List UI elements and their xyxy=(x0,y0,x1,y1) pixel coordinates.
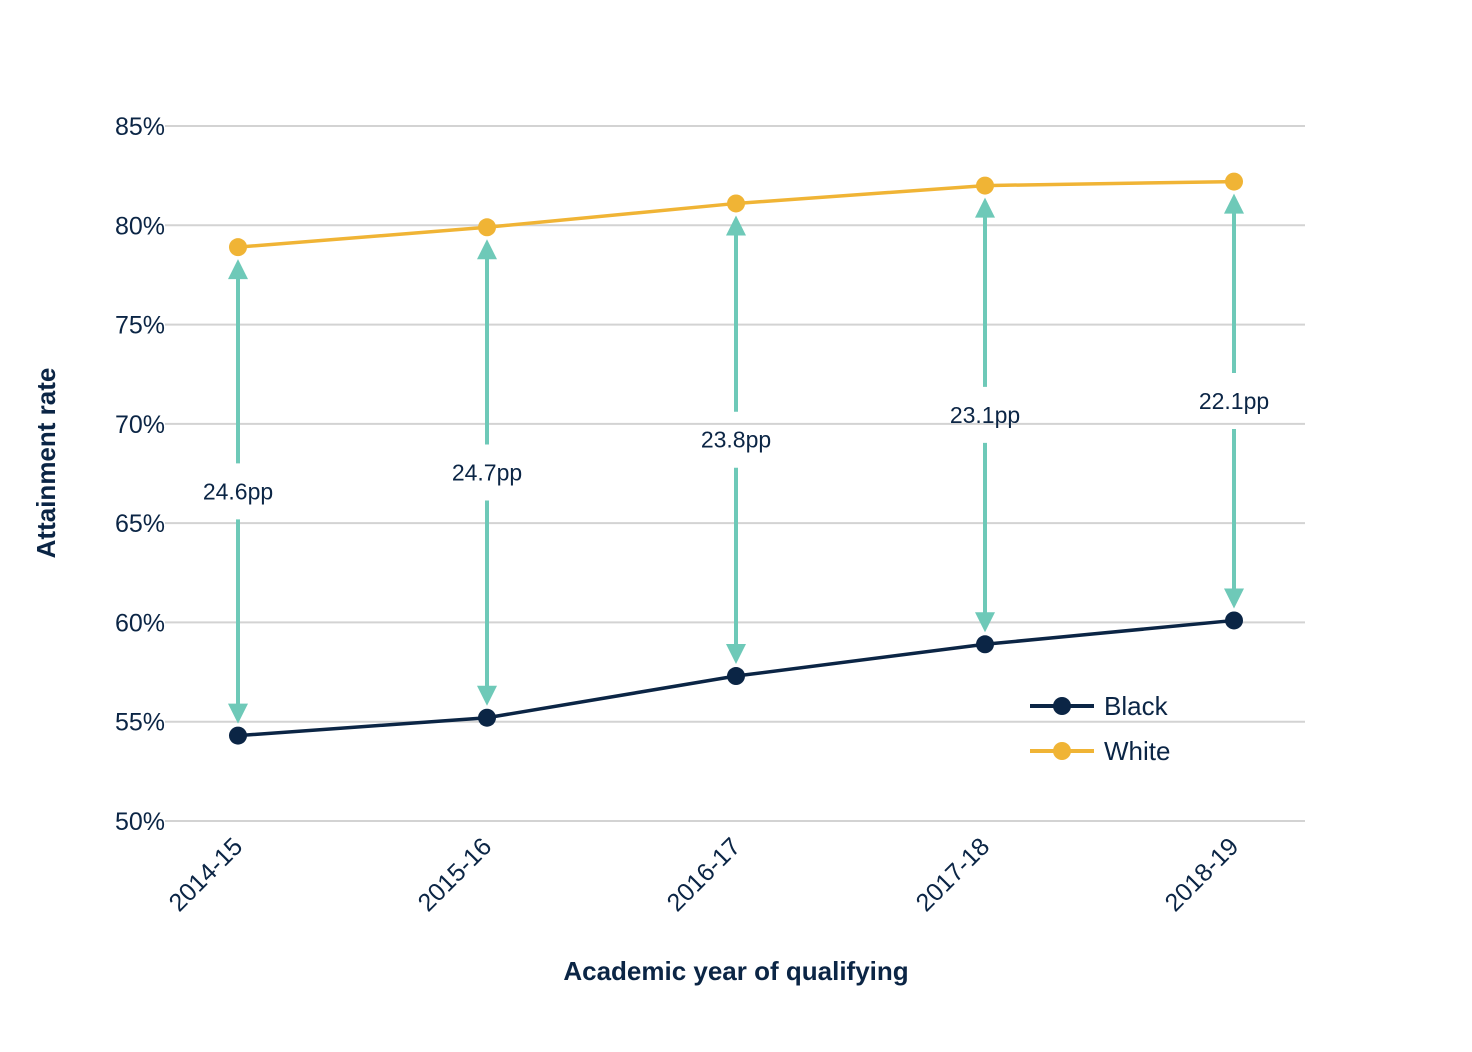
gap-arrowhead-down xyxy=(726,644,746,665)
gap-arrowhead-up xyxy=(726,215,746,236)
data-point-black xyxy=(229,726,247,745)
gap-label: 22.1pp xyxy=(1199,388,1269,414)
data-point-black xyxy=(1225,611,1243,630)
gap-label: 23.8pp xyxy=(701,427,771,453)
x-tick-label: 2017-18 xyxy=(911,832,996,917)
y-tick-label: 55% xyxy=(115,709,165,737)
gap-arrowhead-down xyxy=(1224,588,1244,609)
x-axis-ticks: 2014-15 2015-16 2016-17 2017-18 2018-19 xyxy=(164,832,1245,917)
y-tick-label: 50% xyxy=(115,808,165,836)
y-axis-title: Attainment rate xyxy=(31,368,61,559)
y-tick-label: 65% xyxy=(115,510,165,538)
legend-label: Black xyxy=(1104,691,1169,721)
gap-arrowhead-up xyxy=(1224,193,1244,214)
data-point-white xyxy=(727,194,745,213)
gap-label: 24.7pp xyxy=(452,460,522,486)
x-tick-label: 2014-15 xyxy=(164,832,249,917)
y-tick-label: 85% xyxy=(115,113,165,141)
x-tick-label: 2018-19 xyxy=(1160,832,1245,917)
y-tick-label: 70% xyxy=(115,411,165,439)
gap-label: 24.6pp xyxy=(203,478,273,504)
y-tick-label: 60% xyxy=(115,609,165,637)
data-point-white xyxy=(976,176,994,195)
x-tick-label: 2016-17 xyxy=(662,832,747,917)
legend-label: White xyxy=(1104,736,1170,766)
gap-arrowhead-down xyxy=(228,703,248,724)
data-point-black xyxy=(727,667,745,686)
x-tick-label: 2015-16 xyxy=(413,832,498,917)
legend-swatch-marker xyxy=(1053,697,1071,715)
gap-arrowhead-down xyxy=(975,612,995,633)
x-axis-title: Academic year of qualifying xyxy=(563,956,908,986)
gap-arrowhead-up xyxy=(975,197,995,218)
gap-label: 23.1pp xyxy=(950,402,1020,428)
gap-arrowhead-down xyxy=(477,685,497,706)
series-lines xyxy=(229,172,1243,745)
data-point-white xyxy=(478,218,496,237)
y-tick-label: 75% xyxy=(115,312,165,340)
data-point-white xyxy=(1225,172,1243,191)
data-point-white xyxy=(229,238,247,257)
data-point-black xyxy=(478,708,496,727)
gap-arrowhead-up xyxy=(228,259,248,280)
legend: Black White xyxy=(1030,691,1170,766)
gap-arrows: 24.6pp 24.7pp 23.8pp 23.1pp 22.1pp xyxy=(203,193,1269,724)
legend-swatch-marker xyxy=(1053,742,1071,760)
y-tick-label: 80% xyxy=(115,212,165,240)
data-point-black xyxy=(976,635,994,654)
gap-arrowhead-up xyxy=(477,239,497,260)
y-axis-ticks: 50% 55% 60% 65% 70% 75% 80% 85% xyxy=(115,113,165,836)
